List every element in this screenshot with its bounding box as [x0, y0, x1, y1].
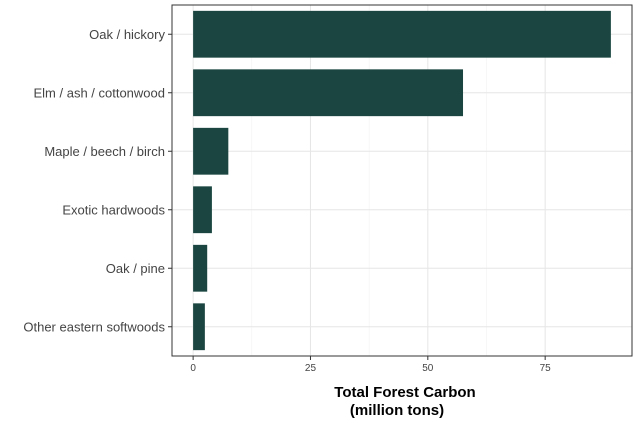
x-tick-label: 25	[305, 363, 317, 374]
x-axis-title-line2: (million tons)	[350, 402, 444, 419]
x-tick-label: 50	[422, 363, 434, 374]
category-label: Elm / ash / cottonwood	[33, 85, 165, 100]
bar-oak-hickory	[193, 10, 611, 58]
bar-maple-beech-birch	[193, 127, 229, 175]
bar-other-eastern-softwoods	[193, 303, 205, 351]
x-tick-label: 75	[540, 363, 552, 374]
bar-exotic-hardwoods	[193, 186, 212, 234]
category-labels: Oak / hickory Elm / ash / cottonwood Maple…	[23, 27, 172, 334]
bars	[193, 10, 611, 351]
category-label: Oak / pine	[106, 261, 165, 276]
category-label: Other eastern softwoods	[23, 319, 165, 334]
category-label: Oak / hickory	[89, 27, 165, 42]
x-axis-title-line1: Total Forest Carbon	[334, 384, 475, 401]
x-ticks: 0 25 50 75	[190, 356, 551, 374]
x-tick-label: 0	[190, 363, 196, 374]
bar-elm-ash-cottonwood	[193, 69, 464, 117]
category-label: Maple / beech / birch	[44, 144, 165, 159]
bar-oak-pine	[193, 244, 208, 292]
category-label: Exotic hardwoods	[62, 202, 165, 217]
plot-panel-border	[171, 4, 633, 357]
